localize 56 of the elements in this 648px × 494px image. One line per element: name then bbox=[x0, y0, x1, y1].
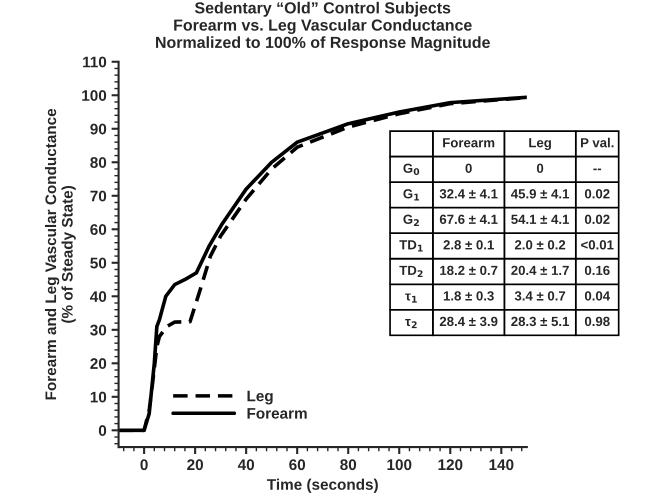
y-tick-label: 10 bbox=[90, 392, 106, 402]
legend-label: Leg bbox=[248, 390, 273, 404]
text: 0.02 bbox=[584, 214, 610, 224]
annotation: 0 bbox=[466, 164, 472, 173]
y-tick-label: 40 bbox=[90, 291, 106, 302]
y-tick-label: 30 bbox=[90, 324, 106, 336]
y-axis-title: Forearm and Leg Vascular Conductance (% of Steady State) bbox=[44, 108, 76, 400]
text: 0.98 bbox=[584, 316, 610, 326]
annotation: 28.3 ± 5.1 bbox=[511, 316, 570, 326]
y-tick-label: 0 bbox=[98, 425, 106, 436]
annotation: 20.4 ± 1.7 bbox=[511, 266, 569, 276]
y-tick-label: 80 bbox=[90, 157, 106, 168]
annotation: G$_{2}$ bbox=[403, 214, 419, 226]
x-tick-label: 120 bbox=[438, 459, 462, 470]
chart-title: Sedentary “Old” Control Subjects Forearm vs. Leg Vascular Conductance Normalized to 100% of Response Magnitude bbox=[156, 2, 490, 52]
annotation: 28.4 ± 3.9 bbox=[440, 316, 498, 326]
annotation: 18.2 ± 0.7 bbox=[440, 266, 498, 276]
x-axis-title: Time (seconds) bbox=[266, 478, 378, 493]
x-tick-label: 140 bbox=[490, 459, 514, 470]
y-tick-label: 20 bbox=[90, 358, 106, 369]
x-tick-label: 100 bbox=[387, 459, 412, 470]
annotation: 2.8 ± 0.1 bbox=[443, 240, 494, 250]
annotation: 32.4 ± 4.1 bbox=[440, 189, 498, 198]
annotation: 2.0 ± 0.2 bbox=[514, 240, 566, 250]
y-tick-label: 70 bbox=[90, 190, 106, 202]
y-tick-label: 60 bbox=[90, 224, 106, 235]
annotation: Forearm bbox=[443, 138, 494, 148]
text: 0 bbox=[536, 164, 544, 173]
text: -- bbox=[593, 168, 602, 170]
legend-label: Forearm bbox=[248, 408, 307, 419]
annotation: 45.9 ± 4.1 bbox=[510, 189, 570, 198]
annotation: 54.1 ± 4.1 bbox=[511, 214, 570, 224]
annotation: τ$_{2}$ bbox=[405, 318, 417, 328]
text: 0.16 bbox=[584, 266, 610, 276]
x-tick-label: 20 bbox=[187, 459, 203, 470]
x-tick-label: 40 bbox=[238, 459, 254, 470]
annotation: G$_{1}$ bbox=[403, 189, 420, 200]
y-tick-label: 110 bbox=[83, 56, 106, 68]
annotation: TD$_{2}$ bbox=[399, 266, 423, 278]
annotation: τ$_{1}$ bbox=[405, 293, 417, 303]
y-tick-label: 90 bbox=[90, 124, 106, 134]
y-tick-label: 50 bbox=[90, 258, 106, 268]
annotation: 67.6 ± 4.1 bbox=[440, 214, 498, 224]
text: 0.04 bbox=[584, 291, 610, 301]
text: P val. bbox=[581, 138, 614, 148]
text: 0.02 bbox=[584, 189, 610, 198]
annotation: G$_{0}$ bbox=[403, 164, 420, 176]
y-tick-label: 100 bbox=[82, 90, 106, 101]
x-tick-label: 80 bbox=[340, 459, 356, 470]
annotation: 1.8 ± 0.3 bbox=[444, 291, 494, 301]
annotation: 3.4 ± 0.7 bbox=[514, 291, 566, 301]
text: <0.01 bbox=[581, 240, 614, 250]
annotation: TD$_{1}$ bbox=[399, 240, 423, 252]
x-tick-label: 0 bbox=[140, 459, 148, 470]
text: Leg bbox=[529, 138, 551, 150]
x-tick-label: 60 bbox=[289, 459, 306, 470]
